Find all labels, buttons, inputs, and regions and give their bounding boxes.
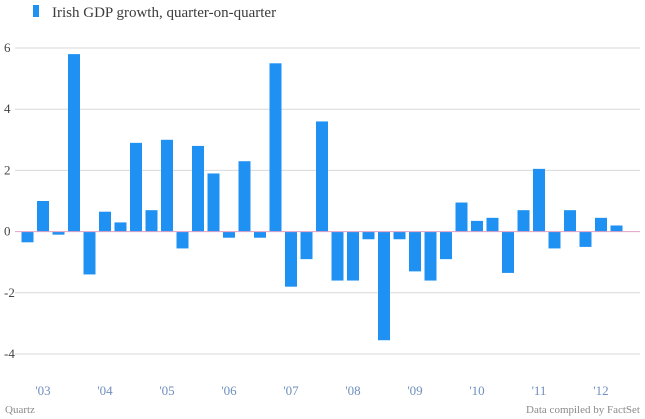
y-tick-label: 2 — [4, 162, 11, 177]
x-tick-label: '04 — [97, 383, 113, 398]
bar — [52, 231, 65, 235]
x-tick-label: '06 — [221, 383, 237, 398]
y-tick-label: -2 — [4, 285, 15, 300]
y-tick-label: 4 — [4, 101, 11, 116]
legend: Irish GDP growth, quarter-on-quarter — [33, 5, 276, 21]
bar — [502, 231, 514, 273]
bar — [455, 202, 468, 232]
y-axis-ticks: 6 4 2 0 -2 -4 — [4, 40, 15, 361]
x-tick-label: '12 — [593, 383, 608, 398]
y-tick-label: -4 — [4, 346, 15, 361]
bar — [393, 231, 406, 240]
bar — [362, 231, 375, 240]
y-tick-label: 6 — [4, 40, 11, 55]
legend-swatch — [33, 5, 39, 17]
bar — [99, 211, 111, 232]
bar — [579, 231, 592, 247]
bar — [533, 168, 545, 232]
bar-series — [21, 54, 623, 341]
source-right: Data compiled by FactSet — [526, 404, 640, 416]
x-tick-label: '08 — [345, 383, 360, 398]
x-axis-ticks: '03 '04 '05 '06 '07 '08 '09 '10 '11 '12 — [35, 383, 608, 398]
x-tick-label: '10 — [469, 383, 484, 398]
bar — [192, 145, 204, 232]
bar — [207, 173, 220, 232]
bar — [424, 231, 437, 281]
bar — [176, 231, 189, 249]
bar — [285, 231, 297, 287]
bar — [130, 142, 142, 232]
bar — [409, 231, 421, 272]
bar — [68, 54, 80, 232]
x-tick-label: '05 — [159, 383, 174, 398]
bar — [37, 201, 49, 232]
bar — [83, 231, 96, 275]
x-tick-label: '07 — [283, 383, 299, 398]
bar — [564, 210, 576, 232]
bar — [21, 231, 34, 243]
bar — [238, 161, 251, 232]
source-left: Quartz — [5, 404, 35, 416]
x-tick-label: '03 — [35, 383, 50, 398]
bar — [610, 225, 623, 232]
bar — [331, 231, 344, 281]
bar — [161, 139, 173, 232]
y-tick-label: 0 — [4, 224, 11, 239]
bar — [347, 231, 359, 281]
bar — [548, 231, 561, 249]
legend-label: Irish GDP growth, quarter-on-quarter — [52, 5, 276, 21]
bar — [300, 231, 313, 260]
x-tick-label: '11 — [532, 383, 547, 398]
bar — [595, 217, 607, 232]
bar — [378, 231, 390, 341]
bar — [486, 217, 499, 232]
bar — [316, 121, 328, 232]
bar — [223, 231, 235, 238]
bar — [471, 220, 483, 232]
bar — [114, 222, 127, 232]
bar — [254, 231, 266, 238]
bar — [269, 63, 282, 232]
bar — [517, 210, 530, 232]
bar — [440, 231, 452, 260]
x-tick-label: '09 — [407, 383, 422, 398]
bar — [145, 210, 158, 232]
